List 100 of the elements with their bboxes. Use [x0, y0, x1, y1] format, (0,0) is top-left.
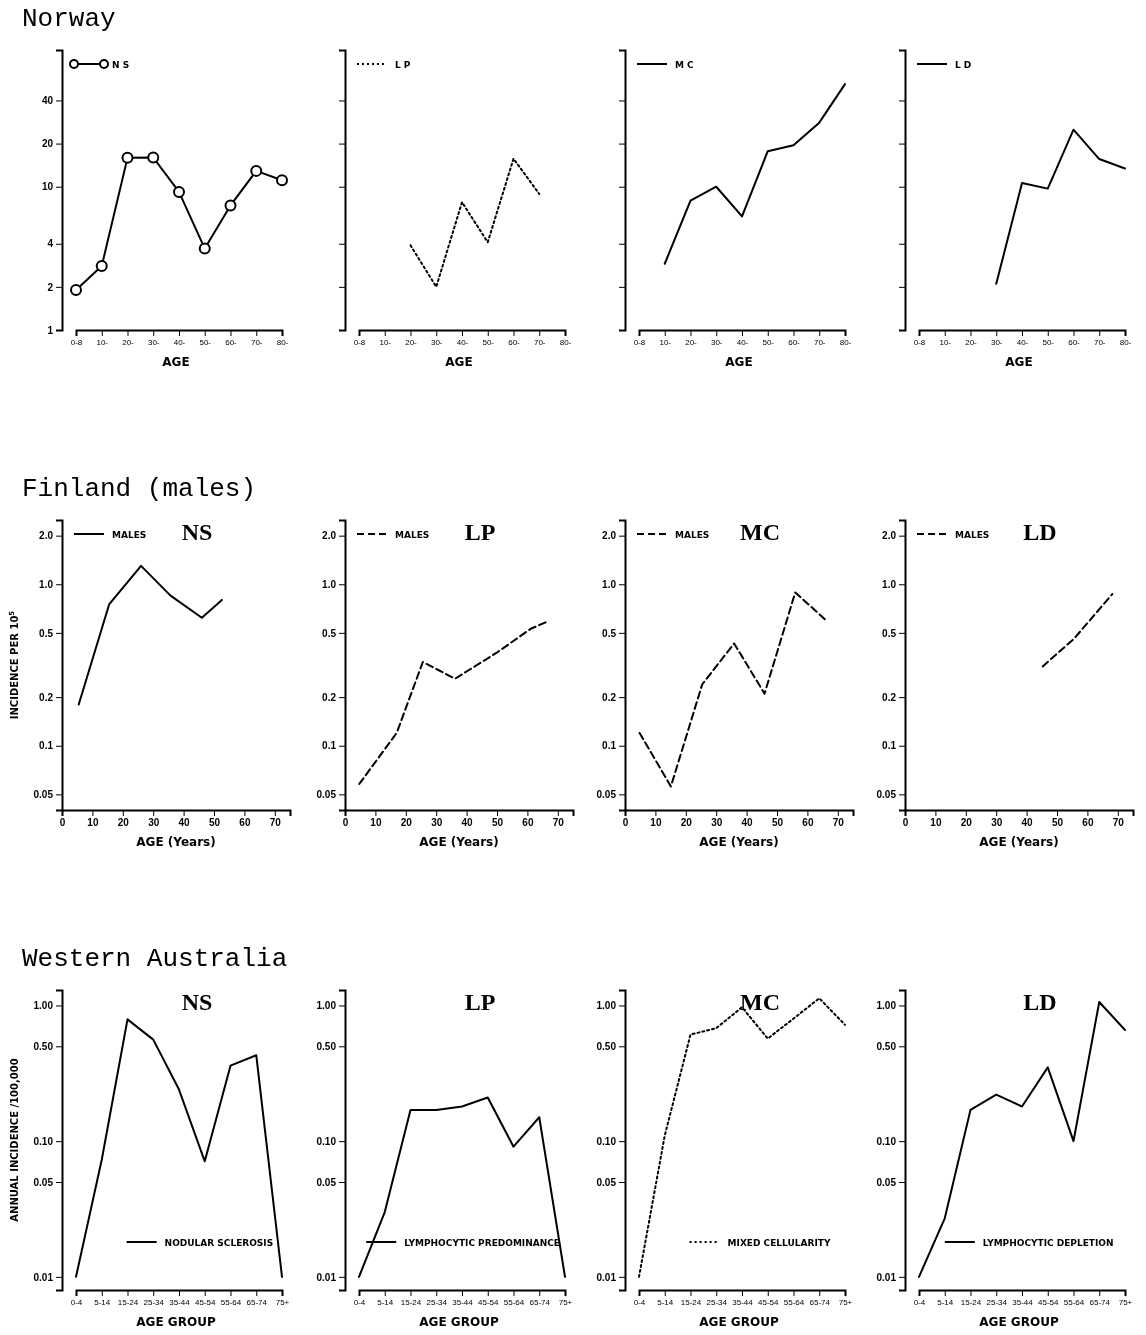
line-series: [358, 1096, 566, 1278]
chart-title: Western Australia: [22, 944, 288, 974]
x-tick-label: 75+: [838, 1297, 853, 1307]
legend-label: LYMPHOCYTIC DEPLETION: [982, 1238, 1114, 1248]
x-tick-label: 30: [431, 817, 443, 829]
y-tick-label: 4: [47, 238, 54, 250]
x-tick-label: 70-: [533, 337, 546, 347]
x-tick-label: 0-4: [913, 1297, 926, 1307]
x-tick-label: 30: [991, 817, 1003, 829]
x-tick-label: 80-: [839, 337, 852, 347]
x-tick-label: 20: [680, 817, 693, 829]
x-tick-label: 10: [370, 817, 382, 829]
x-tick-label: 50-: [199, 337, 212, 347]
y-tick-label: 1.00: [876, 1000, 897, 1012]
x-tick-label: 60: [1082, 817, 1094, 829]
x-tick-label: 0: [622, 817, 629, 829]
chart-subtitle: MC: [740, 519, 780, 545]
x-axis-title: AGE: [1005, 355, 1033, 369]
x-tick-label: 15-24: [680, 1297, 702, 1307]
y-tick-label: 40: [41, 95, 54, 107]
x-tick-label: 40: [1021, 817, 1034, 829]
y-tick-label: 2.0: [322, 530, 337, 542]
x-tick-label: 70: [832, 817, 845, 829]
y-tick-label: 2.0: [882, 530, 897, 542]
x-tick-label: 40-: [173, 337, 186, 347]
point: [224, 199, 237, 212]
x-tick-label: 60: [239, 817, 251, 829]
y-tick-label: 0.50: [596, 1041, 617, 1053]
x-tick-label: 55-64: [783, 1297, 805, 1307]
y-tick-label: 1.00: [596, 1000, 617, 1012]
x-tick-label: 50: [208, 817, 221, 829]
y-tick-label: 10: [41, 181, 54, 193]
x-tick-label: 35-44: [452, 1297, 474, 1307]
x-tick-label: 50: [771, 817, 784, 829]
x-tick-label: 60-: [225, 337, 238, 347]
x-tick-label: 30: [711, 817, 723, 829]
y-tick-label: 1.00: [33, 1000, 54, 1012]
x-tick-label: 30-: [990, 337, 1003, 347]
x-tick-label: 0-8: [70, 337, 83, 347]
x-tick-label: 5-14: [94, 1297, 111, 1307]
chart-subtitle: LD: [1023, 519, 1057, 545]
x-axis-title: AGE GROUP: [979, 1315, 1059, 1329]
y-tick-label: 0.1: [882, 740, 897, 752]
legend-label: N S: [112, 60, 130, 70]
y-tick-label: 1.0: [882, 578, 897, 590]
chart-subtitle: NS: [181, 989, 213, 1015]
x-tick-label: 0: [342, 817, 349, 829]
line-series: [358, 620, 550, 785]
x-axis-title: AGE GROUP: [136, 1315, 216, 1329]
x-tick-label: 0: [59, 817, 66, 829]
x-axis-title: AGE (Years): [699, 835, 779, 849]
x-tick-label: 75+: [1118, 1297, 1133, 1307]
x-tick-label: 70: [269, 817, 282, 829]
x-tick-label: 70-: [813, 337, 826, 347]
y-tick-label: 0.10: [33, 1135, 54, 1147]
point: [198, 242, 211, 255]
y-tick-label: 2.0: [602, 530, 617, 542]
x-tick-label: 10-: [659, 337, 672, 347]
y-tick-label: 0.05: [316, 789, 337, 801]
x-tick-label: 45-54: [478, 1297, 500, 1307]
y-tick-label: 0.01: [596, 1271, 617, 1283]
chart-subtitle: MC: [740, 989, 780, 1015]
point: [147, 151, 160, 164]
x-tick-label: 0-8: [353, 337, 366, 347]
x-tick-label: 60-: [788, 337, 801, 347]
x-tick-label: 5-14: [657, 1297, 674, 1307]
x-tick-label: 65-74: [246, 1297, 268, 1307]
y-tick-label: 0.2: [882, 691, 897, 703]
x-tick-label: 35-44: [732, 1297, 754, 1307]
x-tick-label: 80-: [1119, 337, 1132, 347]
x-tick-label: 40-: [1016, 337, 1029, 347]
y-tick-label: 0.2: [602, 691, 617, 703]
point: [95, 259, 108, 272]
legend-label: MALES: [112, 530, 147, 540]
y-tick-label: 0.2: [39, 691, 54, 703]
y-tick-label: 0.50: [33, 1041, 54, 1053]
line-series: [77, 564, 223, 706]
x-tick-label: 20-: [965, 337, 978, 347]
legend-label: LYMPHOCYTIC PREDOMINANCE: [404, 1238, 561, 1248]
x-tick-label: 25-34: [426, 1297, 448, 1307]
x-tick-label: 35-44: [169, 1297, 191, 1307]
x-tick-label: 15-24: [400, 1297, 422, 1307]
chart-subtitle: NS: [181, 519, 213, 545]
x-tick-label: 60-: [508, 337, 521, 347]
x-tick-label: 25-34: [706, 1297, 728, 1307]
point: [250, 164, 263, 177]
x-tick-label: 80-: [559, 337, 572, 347]
x-tick-label: 0-4: [633, 1297, 646, 1307]
y-tick-label: 0.1: [39, 740, 54, 752]
x-tick-label: 10: [650, 817, 662, 829]
x-tick-label: 15-24: [960, 1297, 982, 1307]
x-tick-label: 0-8: [913, 337, 926, 347]
legend-label: L P: [395, 60, 411, 70]
x-tick-label: 20-: [685, 337, 698, 347]
y-tick-label: 0.1: [322, 740, 337, 752]
x-tick-label: 45-54: [1038, 1297, 1060, 1307]
x-tick-label: 45-54: [758, 1297, 780, 1307]
legend-label: NODULAR SCLEROSIS: [164, 1238, 274, 1248]
x-tick-label: 10-: [379, 337, 392, 347]
y-tick-label: 0.50: [316, 1041, 337, 1053]
